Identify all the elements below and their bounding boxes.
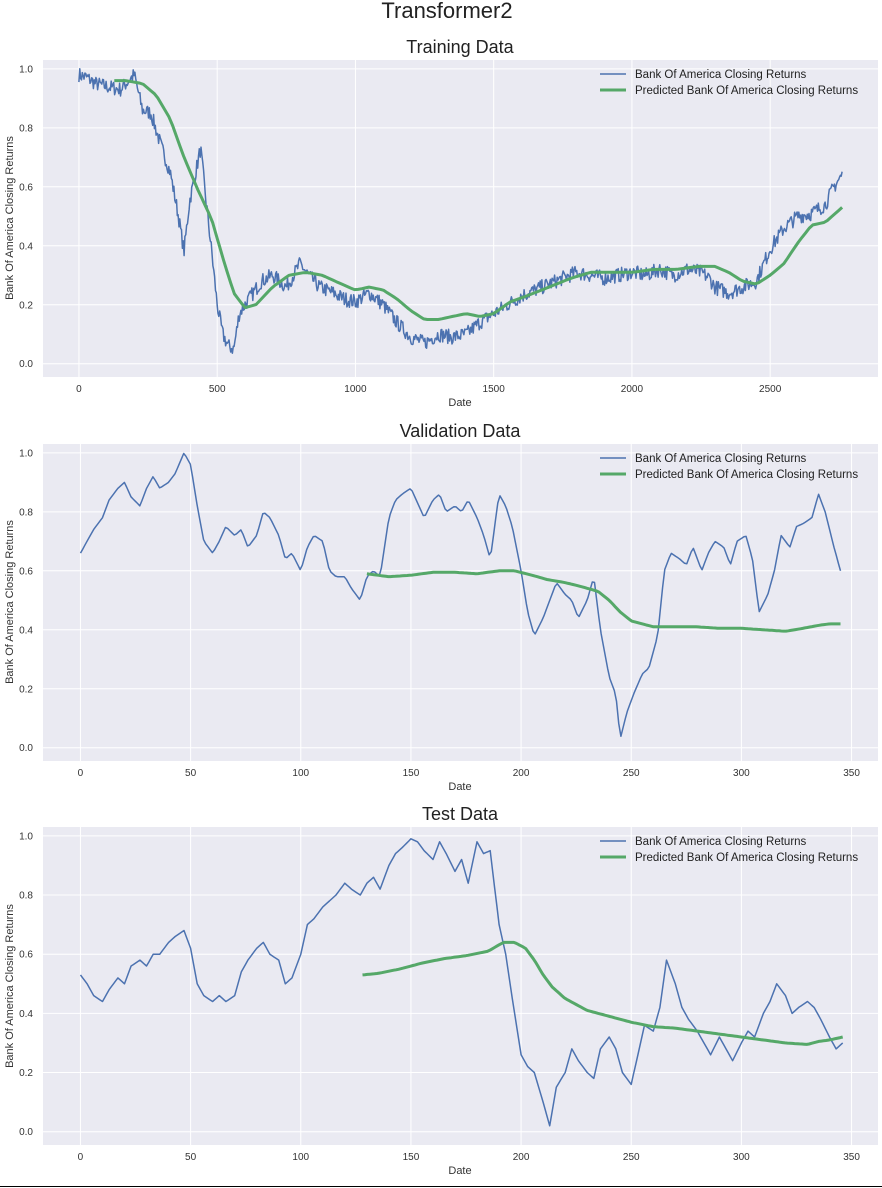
test-x-tick-label: 300 (733, 1152, 750, 1163)
training-x-tick-label: 2500 (759, 384, 782, 395)
test-x-tick-label: 150 (403, 1152, 420, 1163)
training-x-tick-label: 1000 (344, 384, 367, 395)
validation-plot-area (43, 444, 878, 761)
test-y-tick-label: 0.2 (19, 1068, 33, 1079)
test-y-tick-label: 0.6 (19, 950, 33, 961)
validation-x-tick-label: 100 (292, 768, 309, 779)
test-x-tick-label: 0 (78, 1152, 84, 1163)
training-x-tick-label: 2000 (621, 384, 644, 395)
validation-y-tick-label: 0.8 (19, 507, 33, 518)
validation-legend-label: Predicted Bank Of America Closing Return… (635, 469, 858, 481)
figure-title: Transformer2 (381, 0, 512, 23)
test-predicted-series-line (362, 940, 844, 1046)
training-y-tick-label: 0.6 (19, 182, 33, 193)
training-plot-area (43, 60, 878, 377)
training-y-tick-label: 0.4 (19, 241, 33, 252)
validation-y-tick-label: 1.0 (19, 448, 33, 459)
test-legend-label: Bank Of America Closing Returns (635, 836, 807, 848)
validation-x-tick-label: 150 (403, 768, 420, 779)
training-x-axis-label: Date (448, 397, 471, 409)
test-x-tick-label: 50 (185, 1152, 197, 1163)
test-actual-series-line (79, 838, 844, 1127)
validation-x-axis-label: Date (448, 781, 471, 793)
training-chart-title: Training Data (406, 37, 514, 57)
test-y-tick-label: 0.8 (19, 891, 33, 902)
training-legend: Bank Of America Closing Returns Predicted… (600, 69, 858, 97)
test-chart-title: Test Data (422, 804, 499, 824)
validation-predicted-series-line (366, 569, 841, 633)
test-y-tick-label: 1.0 (19, 831, 33, 842)
training-legend-label: Bank Of America Closing Returns (635, 69, 807, 81)
training-x-tick-label: 1500 (483, 384, 506, 395)
training-chart: Training Data 0 500 1000 1500 2000 2500 0.0 0.2… (4, 37, 878, 409)
validation-actual-series-line (79, 452, 842, 738)
test-x-tick-label: 200 (513, 1152, 530, 1163)
test-chart: Test Data 0 50 100 150 200 250 300 350 0.0 0.2 0.4… (4, 804, 878, 1177)
training-legend-label: Predicted Bank Of America Closing Return… (635, 85, 858, 97)
validation-x-tick-label: 50 (185, 768, 197, 779)
test-y-tick-label: 0.0 (19, 1127, 33, 1138)
validation-x-tick-label: 250 (623, 768, 640, 779)
training-predicted-series-line (114, 79, 844, 321)
test-y-tick-label: 0.4 (19, 1009, 33, 1020)
test-y-axis-label: Bank Of America Closing Returns (4, 904, 16, 1068)
training-y-axis-label: Bank Of America Closing Returns (4, 136, 16, 300)
validation-legend-label: Bank Of America Closing Returns (635, 453, 807, 465)
training-x-tick-label: 0 (76, 384, 82, 395)
validation-legend: Bank Of America Closing Returns Predicted… (600, 453, 858, 481)
test-plot-area (43, 827, 878, 1145)
validation-y-tick-label: 0.2 (19, 684, 33, 695)
validation-y-tick-label: 0.0 (19, 743, 33, 754)
validation-x-tick-label: 350 (843, 768, 860, 779)
test-x-tick-label: 100 (292, 1152, 309, 1163)
validation-x-tick-label: 0 (78, 768, 84, 779)
validation-y-tick-label: 0.4 (19, 625, 33, 636)
training-y-tick-label: 1.0 (19, 64, 33, 75)
validation-x-tick-label: 300 (733, 768, 750, 779)
test-legend: Bank Of America Closing Returns Predicted… (600, 836, 858, 864)
training-y-tick-label: 0.2 (19, 300, 33, 311)
test-x-tick-label: 250 (623, 1152, 640, 1163)
validation-chart: Validation Data 0 50 100 150 200 250 300 350 0.0… (4, 421, 878, 793)
test-x-axis-label: Date (448, 1165, 471, 1177)
training-y-tick-label: 0.0 (19, 359, 33, 370)
training-x-tick-label: 500 (209, 384, 226, 395)
validation-x-tick-label: 200 (513, 768, 530, 779)
validation-y-axis-label: Bank Of America Closing Returns (4, 520, 16, 684)
test-legend-label: Predicted Bank Of America Closing Return… (635, 852, 858, 864)
validation-chart-title: Validation Data (400, 421, 522, 441)
training-y-tick-label: 0.8 (19, 123, 33, 134)
bottom-border (0, 1186, 882, 1187)
test-x-tick-label: 350 (843, 1152, 860, 1163)
validation-y-tick-label: 0.6 (19, 566, 33, 577)
